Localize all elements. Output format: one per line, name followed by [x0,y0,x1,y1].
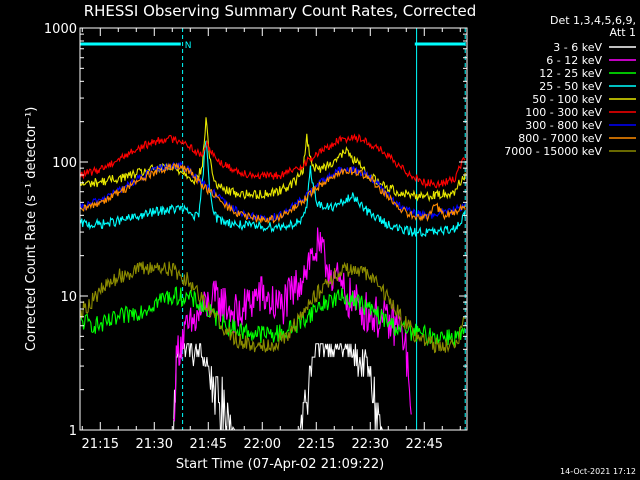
legend-label-2: 6 - 12 keV [546,54,602,67]
x-tick-label-4: 22:00 [244,437,281,452]
legend-label-3: 12 - 25 keV [539,67,602,80]
y-tick-label-1: 1 [69,424,77,439]
footer-timestamp: 14-Oct-2021 17:12 [560,467,636,476]
x-tick-label-5: 22:15 [298,437,335,452]
legend-label-9: 7000 - 15000 keV [504,145,602,158]
plot-frame [79,27,468,431]
x-tick-label-2: 21:30 [136,437,173,452]
x-axis-label: Start Time (07-Apr-02 21:09:22) [176,457,384,472]
legend-label-4: 25 - 50 keV [539,80,602,93]
series-9 [79,261,466,354]
series-5 [79,117,466,203]
flag-label: N [185,41,192,51]
legend-label-5: 50 - 100 keV [532,93,602,106]
legend-label-8: 800 - 7000 keV [518,132,602,145]
x-tick-label-7: 22:45 [406,437,443,452]
y-tick-label-3: 100 [52,156,77,171]
legend-label-7: 300 - 800 keV [525,119,602,132]
legend-label-1: 3 - 6 keV [553,41,602,54]
x-tick-label-6: 22:30 [352,437,389,452]
legend-header-1: Det 1,3,4,5,6,9, [550,14,636,27]
series-4 [79,140,466,238]
series-6 [79,133,466,189]
y-axis-label: Corrected Count Rate (s⁻¹ detector⁻¹) [24,107,39,352]
series-8 [79,162,466,224]
x-tick-label-3: 21:45 [190,437,227,452]
y-tick-label-4: 1000 [44,22,77,37]
legend-header-2: Att 1 [610,26,636,39]
y-tick-label-2: 10 [60,290,77,305]
x-tick-label-1: 21:15 [82,437,119,452]
series-2 [173,227,412,422]
series-3 [80,286,466,348]
chart-title: RHESSI Observing Summary Count Rates, Co… [84,2,477,20]
legend-label-6: 100 - 300 keV [525,106,602,119]
